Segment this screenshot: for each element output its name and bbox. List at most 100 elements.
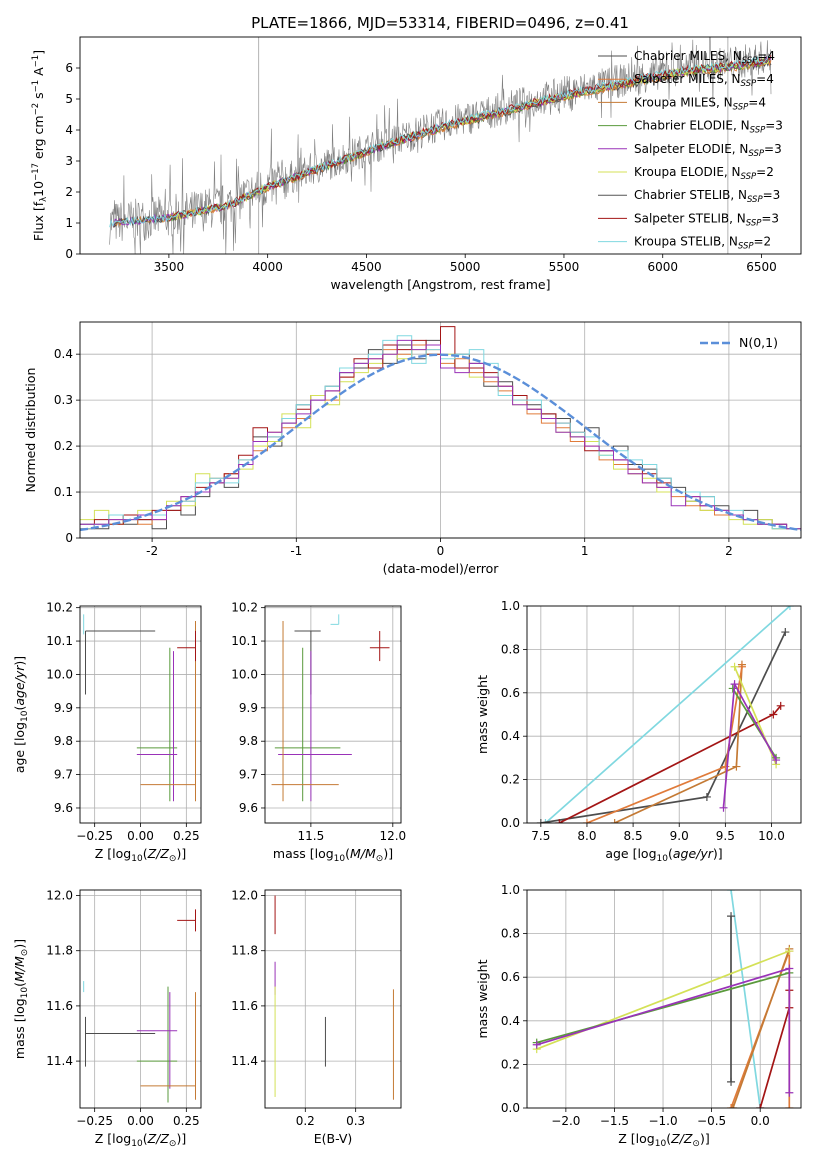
weight-point-marker [727,1077,736,1086]
x-tick-label: 9.0 [670,829,689,843]
label-part: −17 [31,163,41,181]
y-tick-label: 0.4 [501,1014,520,1028]
weight-point-marker [756,1104,765,1108]
weight-point-marker [781,628,790,637]
x-tick-label: −2.0 [551,1114,580,1128]
label-part: =4 [748,95,766,109]
label-part: M/M [350,846,376,861]
weight-point-marker [536,819,545,823]
label-part: 10 [334,854,346,864]
x-tick-label: 5500 [549,260,580,274]
y-tick-label: 10.2 [231,601,258,615]
y-tick-label: 0.4 [54,347,73,361]
label-part: age/yr [12,665,27,706]
y-tick-label: 10.0 [231,667,258,681]
label-part: Chabrier MILES, N [634,49,742,63]
label-part: Salpeter STELIB, N [634,211,746,225]
weight-point-marker [732,762,741,771]
model-spectrum-line [113,55,772,228]
x-tick-label: 0.25 [173,829,200,843]
label-part: =3 [763,188,781,202]
x-tick-label: 4000 [252,260,283,274]
y-tick-label: 6 [65,61,73,75]
y-tick-label: 0 [65,531,73,545]
weight-point-marker [555,819,564,823]
label-part: 10 [131,1139,143,1149]
weight-point-marker [719,803,728,812]
legend-entry: Kroupa MILES, NSSP=4 [634,95,766,112]
legend-entry: Salpeter MILES, NSSP=4 [634,72,774,89]
y-tick-label: 10.1 [231,634,258,648]
label-part: λ [39,197,49,202]
z_mass-xlabel: Z [log10(Z/Z⊙)] [95,1131,186,1149]
ebv-mass-panel: 0.2 0.3 11.4 11.6 11.8 12.0 E(B-V) [231,889,402,1146]
x-tick-label: 0.2 [296,1114,315,1128]
y-tick-label: 0.2 [54,439,73,453]
y-tick-label: 0.0 [501,1101,520,1115]
label-part: SSP [742,56,758,66]
axes-frame [79,605,202,824]
x-tick-label: 8.5 [624,829,643,843]
label-part: Kroupa MILES, N [634,95,733,109]
figure-title: PLATE=1866, MJD=53314, FIBERID=0496, z=0… [251,14,629,32]
weight-point-marker [776,701,785,710]
x-tick-label: 6500 [746,260,777,274]
legend-entry: Kroupa STELIB, NSSP=2 [634,235,771,252]
y-tick-label: 12.0 [231,889,258,903]
x-tick-label: 0.3 [346,1114,365,1128]
weight-point-marker [772,756,781,765]
label-part: Salpeter MILES, N [634,72,741,86]
x-tick-label: 1 [581,544,589,558]
z_weight-xlabel: Z [log10(Z/Z⊙)] [618,1131,709,1149]
y-tick-label: 11.8 [231,944,258,958]
label-part: )] [383,846,393,861]
label-part: ( [12,982,27,987]
label-part: 10 [657,854,669,864]
label-part: )] [700,1131,710,1146]
errorbars [83,909,196,1103]
weight-point-marker [785,964,794,973]
label-part: ⊙ [692,1139,700,1149]
label-part: ( [666,1131,671,1146]
gaussian-legend-label: N(0,1) [739,335,778,350]
label-part: SSP [733,102,749,112]
label-part: SSP [738,242,754,252]
weight-point-marker [702,792,711,801]
label-part: age [log [605,846,656,861]
label-part: wavelength [Angstrom, rest frame] [330,277,550,292]
spectrum-ylabel: Flux [fλ10−17 erg cm−2 s−1 A−1] [31,50,49,241]
legend-entry: Salpeter STELIB, NSSP=3 [634,211,779,228]
z_age-xlabel: Z [log10(Z/Z⊙)] [95,846,186,864]
histogram-lines [80,326,801,532]
model-spectrum-line [109,55,771,228]
y-tick-label: 1.0 [501,599,520,613]
label-part: Z/Z [147,846,170,861]
label-part: =4 [756,72,774,86]
y-tick-label: 0 [65,247,73,261]
label-part: ( [668,846,673,861]
y-tick-label: 1.0 [501,883,520,897]
label-part: 10 [131,854,143,864]
weight-series-line [544,606,791,823]
y-tick-label: 4 [65,123,73,137]
label-part: 10 [20,987,30,999]
label-part: SSP [748,149,764,159]
x-tick-label: 0.00 [127,829,154,843]
label-part: )] [713,846,723,861]
x-tick-label: -1 [290,544,302,558]
x-tick-label: 6000 [647,260,678,274]
y-tick-label: 10.1 [46,634,73,648]
y-tick-label: 0.4 [501,729,520,743]
label-part: =2 [756,165,774,179]
y-tick-label: 5 [65,92,73,106]
y-tick-label: 9.6 [239,801,258,815]
label-part: 10 [31,181,46,197]
residuals-xlabel: (data-model)/error [383,561,500,576]
label-part: ( [345,846,350,861]
label-part: 10 [655,1139,667,1149]
label-part: SSP [741,79,757,89]
label-part: )] [176,846,186,861]
legend-entry: Salpeter ELODIE, NSSP=3 [634,142,782,159]
